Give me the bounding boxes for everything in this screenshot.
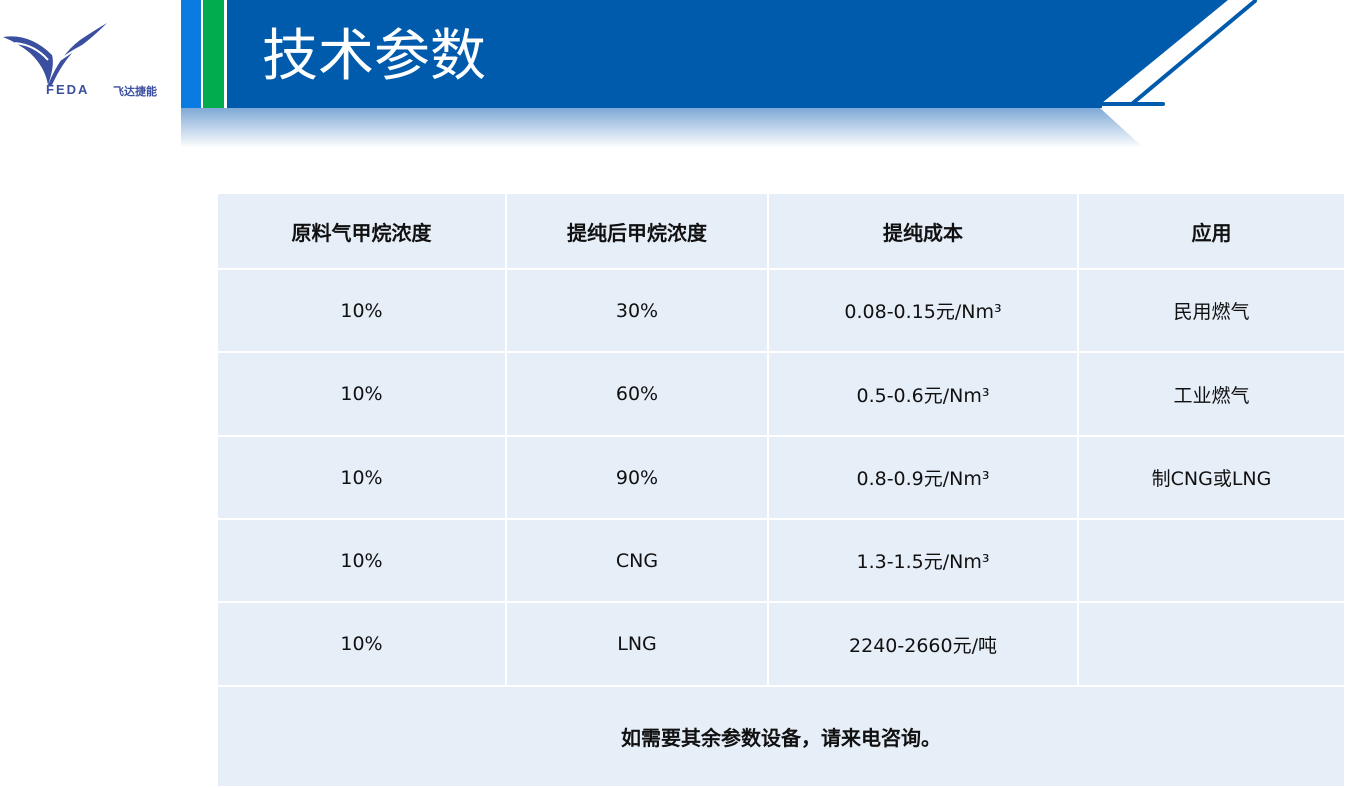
column-header: 提纯后甲烷浓度 [505, 192, 769, 270]
table-header-row: 原料气甲烷浓度 提纯后甲烷浓度 提纯成本 应用 [216, 192, 1346, 270]
table-cell: 1.3-1.5元/Nm³ [767, 518, 1079, 603]
accent-bar-blue [181, 0, 201, 108]
table-cell: 0.08-0.15元/Nm³ [767, 268, 1079, 353]
table-cell: 制CNG或LNG [1077, 435, 1346, 520]
header-reflection [181, 108, 1146, 148]
table-cell: 90% [505, 435, 769, 520]
table-cell: 10% [216, 518, 507, 603]
column-header: 原料气甲烷浓度 [216, 192, 507, 270]
table-cell: LNG [505, 601, 769, 687]
table-cell: 10% [216, 351, 507, 437]
table-cell: 10% [216, 601, 507, 687]
table-cell: CNG [505, 518, 769, 603]
header-banner [227, 0, 1349, 150]
table-cell: 10% [216, 268, 507, 353]
table-cell: 2240-2660元/吨 [767, 601, 1079, 687]
table-cell: 60% [505, 351, 769, 437]
table-cell: 0.5-0.6元/Nm³ [767, 351, 1079, 437]
parameters-table: 原料气甲烷浓度 提纯后甲烷浓度 提纯成本 应用 10% 30% 0.08-0.1… [216, 192, 1346, 788]
table-cell: 10% [216, 435, 507, 520]
column-header: 提纯成本 [767, 192, 1079, 270]
contact-note: 如需要其余参数设备，请来电咨询。 [216, 685, 1346, 788]
table-cell [1077, 518, 1346, 603]
table-cell: 工业燃气 [1077, 351, 1346, 437]
table-cell: 30% [505, 268, 769, 353]
feda-logo: FEDA 飞达捷能 [0, 15, 170, 98]
table-row: 10% CNG 1.3-1.5元/Nm³ [216, 518, 1346, 603]
table-row: 10% LNG 2240-2660元/吨 [216, 601, 1346, 687]
column-header: 应用 [1077, 192, 1346, 270]
page-title: 技术参数 [262, 24, 486, 89]
accent-bar-green [203, 0, 224, 108]
table-cell: 民用燃气 [1077, 268, 1346, 353]
table-cell: 0.8-0.9元/Nm³ [767, 435, 1079, 520]
wings-icon [3, 23, 107, 85]
table-footer-row: 如需要其余参数设备，请来电咨询。 [216, 685, 1346, 788]
logo-name-cn: 飞达捷能 [113, 85, 157, 98]
logo-brand: FEDA [46, 82, 90, 97]
table-row: 10% 30% 0.08-0.15元/Nm³ 民用燃气 [216, 268, 1346, 353]
table-cell [1077, 601, 1346, 687]
table-row: 10% 90% 0.8-0.9元/Nm³ 制CNG或LNG [216, 435, 1346, 520]
table-row: 10% 60% 0.5-0.6元/Nm³ 工业燃气 [216, 351, 1346, 437]
